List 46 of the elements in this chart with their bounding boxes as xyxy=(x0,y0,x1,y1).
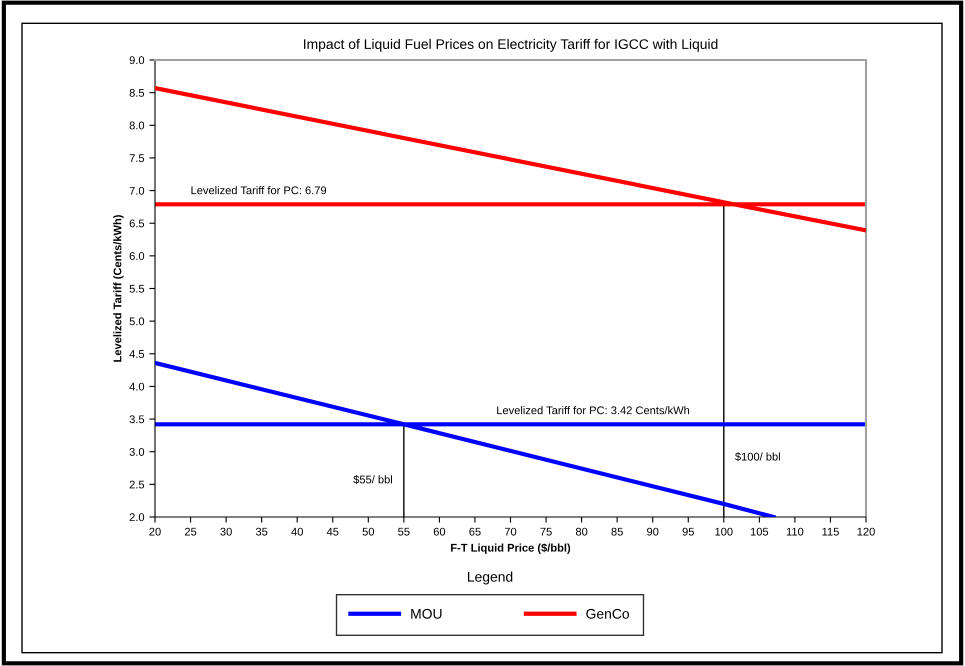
x-tick-label: 100 xyxy=(715,528,733,536)
x-tick-label: 70 xyxy=(504,528,516,536)
y-tick-label: 9.0 xyxy=(130,56,144,64)
x-tick-label: 30 xyxy=(220,528,232,536)
y-tick-label: 4.0 xyxy=(129,382,144,391)
x-tick-label: 20 xyxy=(149,528,161,536)
annotation: $55/ bbl xyxy=(353,475,392,484)
y-tick-label: 3.5 xyxy=(130,415,144,424)
y-tick-label: 5.5 xyxy=(130,284,144,293)
x-tick-label: 105 xyxy=(750,528,768,536)
y-tick-label: 6.0 xyxy=(130,252,144,260)
x-tick-label: 55 xyxy=(398,528,410,536)
y-tick-label: 2.5 xyxy=(130,480,144,488)
x-tick-label: 40 xyxy=(291,528,303,536)
y-axis-title: Levelized Tariff (Cents/kWh) xyxy=(113,215,124,362)
y-tick-label: 2.0 xyxy=(130,513,144,522)
x-tick-label: 90 xyxy=(647,528,658,536)
x-tick-label: 75 xyxy=(540,528,552,536)
legend-title: Legend xyxy=(468,572,512,584)
x-tick-label: 115 xyxy=(822,528,839,536)
x-tick-label: 25 xyxy=(184,528,196,536)
x-tick-label: 35 xyxy=(256,528,268,536)
legend-label: GenCo xyxy=(586,608,630,619)
y-tick-label: 3.0 xyxy=(130,448,144,456)
ref-line-label: Levelized Tariff for PC: 6.79 xyxy=(191,186,326,194)
x-tick-label: 60 xyxy=(434,528,446,536)
y-tick-label: 8.0 xyxy=(130,122,144,130)
x-tick-label: 65 xyxy=(469,528,481,536)
x-tick-label: 120 xyxy=(858,528,875,536)
y-tick-label: 6.5 xyxy=(130,219,144,228)
y-tick-label: 7.5 xyxy=(130,154,144,162)
x-tick-label: 95 xyxy=(682,528,694,536)
x-tick-label: 80 xyxy=(576,528,588,536)
ref-line-label: Levelized Tariff for PC: 3.42 Cents/kWh xyxy=(497,406,690,414)
x-tick-label: 50 xyxy=(362,528,374,536)
legend-label: MOU xyxy=(411,608,442,619)
annotation: $100/ bbl xyxy=(735,452,780,462)
y-tick-label: 8.5 xyxy=(130,88,144,97)
x-tick-label: 85 xyxy=(611,528,623,536)
chart-title: Impact of Liquid Fuel Prices on Electricity Tariff for IGCC with Liquid xyxy=(304,38,718,52)
x-tick-label: 110 xyxy=(786,528,804,536)
x-axis-title: F-T Liquid Price ($/bbl) xyxy=(451,543,570,554)
y-tick-label: 7.0 xyxy=(130,186,144,195)
x-tick-label: 45 xyxy=(326,528,338,536)
y-tick-label: 5.0 xyxy=(130,317,144,326)
y-tick-label: 4.5 xyxy=(129,350,144,358)
